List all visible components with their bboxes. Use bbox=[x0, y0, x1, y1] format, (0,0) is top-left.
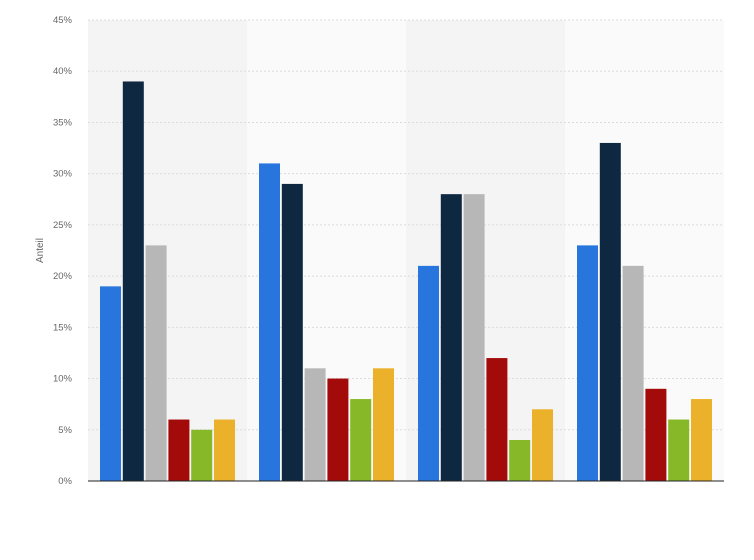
bar bbox=[214, 419, 235, 481]
bar bbox=[304, 368, 326, 481]
bar bbox=[440, 194, 462, 481]
bar bbox=[145, 245, 167, 481]
bars bbox=[100, 81, 712, 481]
y-axis-title: Anteil bbox=[35, 238, 46, 263]
y-tick-label: 0% bbox=[58, 476, 72, 487]
y-tick-label: 20% bbox=[53, 271, 73, 282]
bar bbox=[691, 399, 712, 481]
bar bbox=[373, 368, 394, 481]
bar bbox=[122, 81, 144, 481]
y-axis-ticks: 0% 5% 10% 15% 20% 25% 30% 35% 40% 45% bbox=[53, 15, 73, 487]
bar bbox=[509, 440, 531, 481]
bar bbox=[622, 265, 644, 481]
bar bbox=[100, 286, 121, 481]
bar bbox=[327, 378, 349, 481]
bar bbox=[168, 419, 190, 481]
bar bbox=[281, 183, 303, 481]
y-tick-label: 45% bbox=[53, 15, 73, 26]
bar bbox=[350, 399, 372, 481]
y-tick-label: 30% bbox=[53, 169, 73, 180]
bar bbox=[599, 142, 621, 481]
y-tick-label: 15% bbox=[53, 322, 73, 333]
y-tick-label: 5% bbox=[58, 425, 72, 436]
y-tick-label: 10% bbox=[53, 374, 73, 385]
y-tick-label: 40% bbox=[53, 66, 73, 77]
y-tick-label: 35% bbox=[53, 117, 73, 128]
bar bbox=[418, 265, 439, 481]
bar bbox=[532, 409, 553, 481]
bar bbox=[668, 419, 690, 481]
bar bbox=[486, 358, 508, 481]
bar bbox=[463, 194, 485, 481]
y-tick-label: 25% bbox=[53, 220, 73, 231]
bar bbox=[191, 429, 213, 481]
bar bbox=[645, 388, 667, 481]
bar bbox=[259, 163, 280, 481]
bar bbox=[577, 245, 598, 481]
